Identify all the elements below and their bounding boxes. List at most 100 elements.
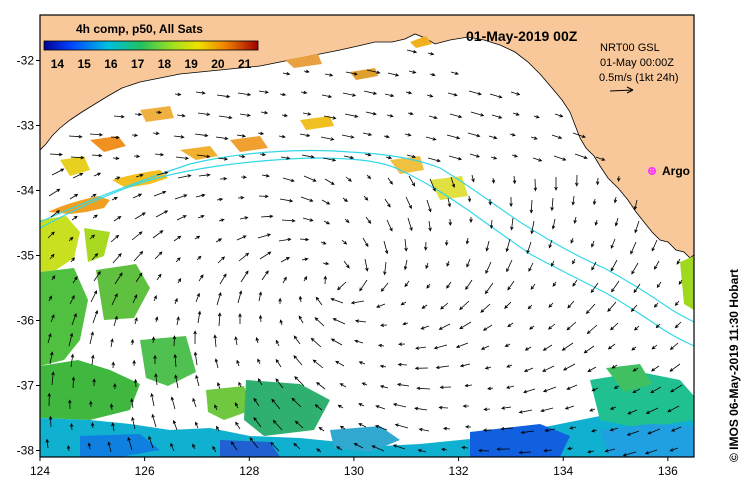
current-arrow <box>278 297 282 305</box>
plot-frame <box>39 14 695 458</box>
current-arrow <box>567 446 574 451</box>
current-arrow <box>613 196 618 204</box>
current-arrow <box>249 437 259 449</box>
current-arrow <box>91 354 95 366</box>
current-arrow <box>299 133 311 137</box>
current-arrow <box>572 279 578 287</box>
current-arrow <box>93 172 102 177</box>
current-arrow <box>364 152 372 157</box>
current-arrow <box>394 423 409 429</box>
current-arrow <box>300 90 308 95</box>
y-tick-label: -37 <box>17 379 35 393</box>
current-arrow <box>371 445 385 452</box>
current-arrow <box>68 134 83 139</box>
current-arrow <box>446 260 450 267</box>
current-arrow <box>47 231 55 239</box>
current-arrow <box>405 196 412 210</box>
current-arrow <box>440 302 449 310</box>
current-arrow <box>175 257 181 263</box>
current-arrow <box>447 92 458 97</box>
current-arrow <box>571 195 576 206</box>
current-arrow <box>575 174 579 187</box>
x-tick-label: 132 <box>449 464 469 478</box>
current-arrow <box>611 364 618 369</box>
current-arrow <box>110 338 114 348</box>
current-arrow <box>654 260 660 270</box>
current-arrow <box>214 358 219 369</box>
current-arrow <box>260 110 269 115</box>
current-arrow <box>633 199 638 211</box>
current-arrow <box>374 425 388 431</box>
current-arrow <box>237 92 252 97</box>
current-arrow <box>239 113 251 117</box>
current-arrow <box>293 355 303 366</box>
current-arrow <box>604 448 616 453</box>
current-arrow <box>261 173 270 178</box>
current-arrow <box>511 154 518 158</box>
current-arrow <box>113 114 125 119</box>
current-arrow <box>70 353 75 368</box>
current-arrow <box>342 197 349 202</box>
current-arrow <box>496 447 511 451</box>
current-arrow <box>523 367 534 372</box>
current-arrow <box>154 152 165 157</box>
current-arrow <box>380 282 389 292</box>
current-arrow <box>255 337 259 344</box>
current-arrow <box>258 291 263 302</box>
current-arrow <box>154 316 159 323</box>
current-arrow <box>197 215 205 219</box>
current-arrow <box>465 237 470 245</box>
current-arrow <box>314 317 325 327</box>
current-arrow <box>280 257 291 263</box>
x-tick-label: 124 <box>30 464 50 478</box>
current-arrow <box>427 157 441 163</box>
current-arrow <box>92 309 99 324</box>
current-arrow <box>259 251 272 260</box>
info-block: NRT00 GSL 01-May 00:00Z 0.5m/s (1kt 24h) <box>599 42 678 94</box>
current-arrow <box>66 444 71 452</box>
current-arrow <box>366 69 381 74</box>
current-arrow <box>339 425 346 430</box>
current-arrow <box>585 303 596 315</box>
current-arrow <box>132 359 136 367</box>
current-arrow <box>583 345 595 354</box>
current-arrow <box>586 324 598 335</box>
current-arrow <box>153 190 167 197</box>
current-arrow <box>542 365 555 372</box>
current-arrow <box>133 378 138 388</box>
current-arrow <box>343 155 355 160</box>
current-arrow <box>669 447 679 452</box>
current-arrow <box>258 194 269 199</box>
current-arrow <box>111 361 115 369</box>
current-arrow <box>51 371 55 386</box>
current-arrow <box>174 374 179 389</box>
current-arrow <box>504 343 511 347</box>
current-arrow <box>566 384 578 390</box>
current-arrow <box>135 272 143 283</box>
current-arrow <box>154 251 163 260</box>
current-arrow <box>107 441 112 453</box>
current-arrow <box>194 133 209 138</box>
legend-tick-label: 18 <box>158 57 172 71</box>
current-arrow <box>542 386 557 393</box>
current-arrow <box>634 220 640 234</box>
current-arrow <box>216 197 224 202</box>
current-arrow <box>364 258 369 272</box>
current-arrow <box>614 217 619 227</box>
current-arrow <box>358 403 365 407</box>
current-arrow <box>89 331 94 345</box>
x-tick-label: 136 <box>658 464 678 478</box>
x-tick-label: 128 <box>239 464 259 478</box>
current-arrow <box>482 428 493 432</box>
current-arrow <box>47 333 52 344</box>
current-arrow <box>510 217 514 231</box>
current-arrow <box>587 449 595 454</box>
current-arrow <box>48 295 53 302</box>
current-arrow <box>235 421 241 430</box>
current-arrow <box>195 374 200 387</box>
current-arrow <box>622 451 637 457</box>
current-arrow <box>70 257 75 263</box>
current-arrow <box>461 445 469 450</box>
current-arrow <box>630 304 638 313</box>
current-arrow <box>634 325 640 331</box>
